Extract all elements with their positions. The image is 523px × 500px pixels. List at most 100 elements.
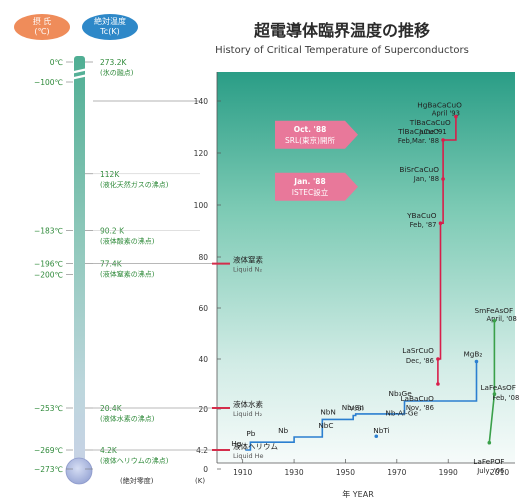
annotation-material-label: NbC — [318, 421, 333, 430]
annotation-material-label: Nb — [278, 426, 288, 435]
annotation-material-label: V₃Si — [349, 403, 364, 412]
data-point-marker — [374, 434, 379, 439]
kelvin-value: 77.4K — [100, 260, 123, 269]
coolant-label-jp: 液体水素 — [233, 399, 263, 409]
annotation-material-label: Hg — [231, 439, 241, 448]
kelvin-value: 112K — [100, 170, 120, 179]
annotation-date-label: Feb, '08 — [492, 394, 519, 402]
callout-arrow — [275, 120, 358, 149]
data-point-marker — [441, 138, 445, 142]
annotation-date-label: Feb,Mar. '88 — [398, 137, 439, 145]
annotation-material-label: Pb — [246, 429, 255, 438]
x-tick-label: 1950 — [336, 468, 355, 477]
callout-event: SRL(東京)開所 — [285, 135, 336, 145]
kelvin-badge: 絶対温度 Tc(K) — [82, 14, 138, 40]
data-point-marker — [438, 221, 443, 225]
celsius-badge-bg — [14, 14, 70, 40]
kelvin-note: (液化天然ガスの沸点) — [100, 180, 169, 189]
annotation-material-label: Nb₃Sn — [342, 403, 364, 412]
kelvin-value: 273.2K — [100, 58, 127, 67]
kelvin-value: 20.4K — [100, 404, 123, 413]
y-tick-label: 140 — [194, 97, 209, 106]
data-point-marker — [436, 382, 440, 386]
annotations: Hg Pb Nb NbC NbN Nb₃Sn NbTi V₃Si Nb₃Ge Nb-Al-Ge La… — [231, 101, 519, 475]
x-tick-label: 1910 — [233, 468, 252, 477]
plot-area — [217, 72, 515, 463]
annotation-date-label: Jan, '88 — [413, 175, 439, 183]
celsius-label: −253℃ — [34, 404, 63, 413]
y-tick-label: 80 — [198, 253, 208, 262]
x-axis-label: 年 YEAR — [342, 489, 374, 499]
annotation-material-label: LaFePOF — [473, 457, 504, 466]
x-tick-label: 2010 — [490, 468, 509, 477]
callout-date: Jan. '88 — [293, 177, 325, 186]
thermometer-bulb — [65, 457, 93, 485]
callout-date: Oct. '88 — [294, 125, 327, 134]
kelvin-note: (液体酸素の沸点) — [100, 236, 155, 245]
y-tick-label: 0 — [203, 465, 208, 474]
coolant-label-en: Liquid H₂ — [233, 410, 263, 418]
celsius-label: −100℃ — [34, 78, 63, 87]
annotation-date-label: Nov, '86 — [406, 404, 434, 412]
y-tick-label: 20 — [198, 405, 208, 414]
celsius-badge-line2: (℃) — [34, 27, 49, 36]
series-conventional-line — [245, 361, 478, 451]
kelvin-note: (液体窒素の沸点) — [100, 270, 155, 279]
chart-title-jp: 超電導体臨界温度の推移 — [253, 21, 430, 40]
annotation-material-label: SmFeAsOF — [474, 306, 513, 315]
data-point-marker — [492, 318, 497, 323]
annotation-material-label: HgBaCaCuO — [417, 101, 462, 110]
header: 摂 氏 (℃) 絶対温度 Tc(K) 超電導体臨界温度の推移 History o… — [14, 14, 469, 56]
data-point-marker — [436, 357, 440, 361]
annotation-date-label: July, '06 — [476, 467, 504, 475]
kelvin-note: (液体水素の沸点) — [100, 414, 155, 423]
y-tick-label: 40 — [198, 355, 208, 364]
annotation-date-label: June '91 — [418, 128, 446, 136]
kelvin-badge-line2: Tc(K) — [99, 27, 119, 36]
data-point-marker — [441, 177, 445, 181]
data-point-marker — [474, 359, 479, 364]
annotation-material-label: MgB₂ — [463, 350, 482, 359]
celsius-label: −269℃ — [34, 446, 63, 455]
kelvin-note: (液体ヘリウムの沸点) — [100, 456, 169, 465]
scale-break-mark — [69, 67, 89, 81]
annotation-date-label: April '93 — [432, 110, 460, 118]
celsius-label: −183℃ — [34, 226, 63, 235]
kelvin-badge-line1: 絶対温度 — [94, 16, 126, 26]
kelvin-value: 4.2K — [100, 446, 118, 455]
kelvin-badge-bg — [82, 14, 138, 40]
y-tick-label: 4.2 — [196, 446, 208, 455]
coolant-label-en: Liquid He — [233, 452, 264, 460]
absolute-zero-label: (絶対零度) — [120, 476, 154, 485]
celsius-label: −200℃ — [34, 270, 63, 279]
x-tick-label: 1930 — [285, 468, 304, 477]
x-tick-label: 1970 — [387, 468, 406, 477]
annotation-material-label: NbN — [320, 407, 336, 416]
guide-lines — [93, 100, 200, 231]
annotation-material-label: LaBaCuO — [400, 394, 434, 403]
thermometer-tube — [74, 56, 85, 468]
celsius-label: 0℃ — [50, 58, 63, 67]
data-point-marker — [454, 114, 458, 119]
celsius-badge-line1: 摂 氏 — [33, 16, 52, 26]
annotation-material-label: LaFeAsOF — [480, 383, 516, 392]
y-tick-label: 100 — [194, 201, 209, 210]
annotation-material-label: TlBaCaCuO — [409, 118, 451, 127]
x-tick-label: 1990 — [439, 468, 458, 477]
annotation-date-label: April, '08 — [486, 315, 516, 323]
kelvin-note: (氷の融点) — [100, 68, 134, 77]
celsius-label: −273℃ — [34, 465, 63, 474]
annotation-date-label: Dec, '86 — [406, 357, 434, 365]
celsius-badge: 摂 氏 (℃) — [14, 14, 70, 40]
chart-title-en: History of Critical Temperature of Super… — [215, 45, 469, 56]
coolant-label-jp: 液体窒素 — [233, 255, 263, 265]
annotation-material-label: BiSrCaCuO — [399, 165, 439, 174]
thermometer-labels: 0℃ −100℃ −183℃ −196℃−200℃ −253℃ −269℃ −273℃ 273… — [34, 58, 205, 485]
thermometer — [65, 56, 93, 485]
y-tick-label: 120 — [194, 149, 209, 158]
coolant-label-jp: 液体ヘリウム — [233, 441, 278, 451]
kelvin-value: 90.2 K — [100, 226, 125, 235]
